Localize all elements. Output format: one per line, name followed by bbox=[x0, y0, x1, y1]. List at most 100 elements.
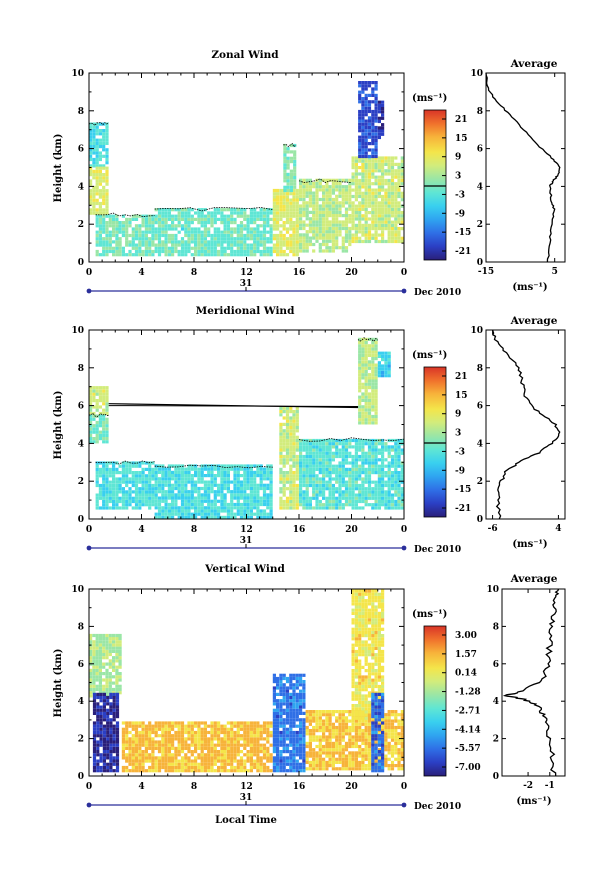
heatmap-cell bbox=[112, 246, 116, 250]
heatmap-cell bbox=[174, 214, 178, 218]
heatmap-cell bbox=[134, 765, 139, 770]
heatmap-cell bbox=[328, 188, 332, 192]
heatmap-cell bbox=[390, 474, 395, 478]
heatmap-cell bbox=[249, 515, 253, 519]
heatmap-cell bbox=[154, 227, 158, 231]
heatmap-cell bbox=[381, 445, 385, 449]
heatmap-cell bbox=[266, 502, 270, 507]
heatmap-cell bbox=[354, 227, 358, 231]
heatmap-cell bbox=[115, 665, 119, 669]
heatmap-cell bbox=[157, 246, 162, 250]
heatmap-cell bbox=[89, 151, 93, 155]
heatmap-cell bbox=[397, 236, 401, 240]
heatmap-cell bbox=[253, 217, 257, 221]
heatmap-cell bbox=[190, 753, 194, 757]
heatmap-cell bbox=[213, 515, 217, 519]
heatmap-cell bbox=[295, 496, 299, 500]
heatmap-cell bbox=[272, 217, 276, 221]
heatmap-cell bbox=[157, 237, 162, 241]
heatmap-cell bbox=[98, 208, 102, 212]
heatmap-cell bbox=[338, 194, 342, 198]
heatmap-cell bbox=[328, 220, 332, 224]
heatmap-cell bbox=[381, 438, 385, 443]
heatmap-cell bbox=[249, 506, 253, 510]
heatmap-cell bbox=[276, 217, 280, 221]
heatmap-cell bbox=[89, 681, 93, 685]
heatmap-cell bbox=[367, 236, 372, 240]
heatmap-cell bbox=[364, 418, 368, 422]
heatmap-cell bbox=[112, 249, 116, 254]
heatmap-cell bbox=[364, 487, 368, 491]
heatmap-cell bbox=[394, 442, 398, 446]
heatmap-cell bbox=[102, 129, 106, 133]
heatmap-cell bbox=[174, 506, 178, 510]
heatmap-cell bbox=[344, 201, 349, 205]
heatmap-cell bbox=[266, 730, 270, 735]
heatmap-cell bbox=[134, 737, 139, 741]
heatmap-cell bbox=[115, 637, 119, 641]
heatmap-cell bbox=[125, 490, 129, 494]
heatmap-cell bbox=[98, 164, 102, 168]
heatmap-cell bbox=[335, 442, 339, 446]
heatmap-cell bbox=[239, 737, 244, 741]
heatmap-cell bbox=[282, 211, 286, 215]
heatmap-cell bbox=[223, 515, 227, 519]
heatmap-cell bbox=[213, 477, 217, 481]
heatmap-cell bbox=[167, 233, 171, 238]
heatmap-cell bbox=[194, 499, 198, 503]
heatmap-cell bbox=[177, 477, 181, 481]
heatmap-cell bbox=[95, 433, 99, 437]
heatmap-cell bbox=[151, 217, 155, 221]
heatmap-cell bbox=[151, 730, 155, 735]
heatmap-cell bbox=[377, 367, 381, 371]
heatmap-cell bbox=[102, 408, 106, 412]
heatmap-cell bbox=[105, 477, 109, 481]
heatmap-cell bbox=[92, 392, 96, 396]
heatmap-cell bbox=[335, 214, 339, 218]
heatmap-cell bbox=[102, 474, 106, 478]
heatmap-cell bbox=[289, 493, 293, 497]
heatmap-cell bbox=[95, 474, 99, 478]
heatmap-cell bbox=[305, 496, 309, 500]
heatmap-cell bbox=[331, 188, 335, 192]
heatmap-cell bbox=[358, 353, 362, 357]
heatmap-cell bbox=[358, 408, 362, 412]
heatmap-cell bbox=[89, 687, 93, 692]
heatmap-cell bbox=[125, 227, 129, 231]
heatmap-cell bbox=[239, 227, 244, 231]
heatmap-cell bbox=[315, 480, 319, 484]
heatmap-cell bbox=[358, 389, 362, 393]
heatmap-cell bbox=[374, 138, 378, 142]
heatmap-cell bbox=[276, 224, 280, 228]
heatmap-cell bbox=[397, 182, 401, 186]
heatmap-cell bbox=[364, 182, 368, 186]
heatmap-cell bbox=[226, 721, 230, 725]
heatmap-cell bbox=[377, 374, 381, 378]
heatmap-cell bbox=[302, 194, 306, 198]
heatmap-cell bbox=[105, 678, 109, 682]
heatmap-cell bbox=[256, 486, 260, 491]
heatmap-cell bbox=[315, 454, 319, 459]
heatmap-cell bbox=[157, 499, 162, 503]
heatmap-cell bbox=[299, 194, 303, 198]
heatmap-cell bbox=[95, 659, 99, 663]
heatmap-cell bbox=[377, 214, 381, 218]
heatmap-cell bbox=[184, 240, 188, 244]
heatmap-cell bbox=[305, 210, 309, 214]
heatmap-cell bbox=[105, 408, 109, 412]
heatmap-cell bbox=[239, 467, 244, 471]
heatmap-cell bbox=[246, 496, 250, 500]
heatmap-cell bbox=[197, 743, 201, 747]
heatmap-cell bbox=[131, 765, 135, 770]
heatmap-cell bbox=[167, 253, 171, 257]
heatmap-cell bbox=[400, 239, 404, 244]
heatmap-cell bbox=[381, 496, 385, 500]
heatmap-cell bbox=[295, 237, 299, 241]
heatmap-cell bbox=[364, 198, 368, 202]
heatmap-cell bbox=[253, 240, 257, 244]
heatmap-cell bbox=[397, 480, 401, 484]
heatmap-cell bbox=[207, 743, 211, 747]
heatmap-cell bbox=[338, 204, 342, 208]
heatmap-cell bbox=[171, 740, 175, 744]
heatmap-cell bbox=[102, 646, 106, 650]
